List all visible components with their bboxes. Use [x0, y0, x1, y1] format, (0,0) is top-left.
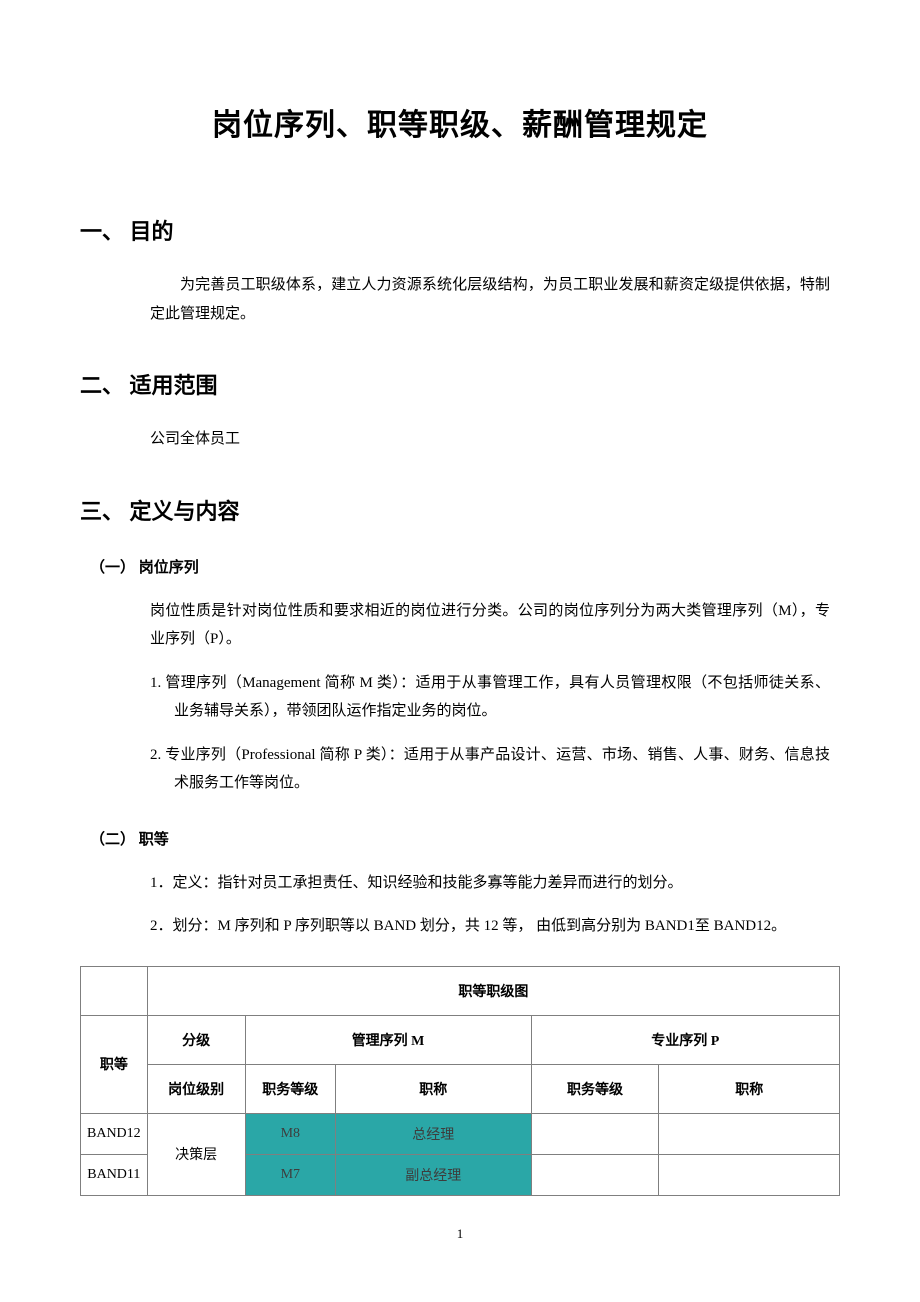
section-3-heading: 三、 定义与内容 [80, 494, 840, 526]
job-grade-header: 职务等级 [245, 1064, 335, 1113]
table-blank-header [81, 966, 148, 1015]
job-title-header: 职称 [336, 1064, 532, 1113]
p-job-title-header: 职称 [659, 1064, 840, 1113]
section-1-heading: 一、 目的 [80, 214, 840, 246]
table-row: BAND12 决策层 M8 总经理 [81, 1113, 840, 1154]
section-2-body: 公司全体员工 [150, 425, 830, 454]
subsection-3-2-heading: （二） 职等 [90, 828, 840, 849]
page-number: 1 [80, 1226, 840, 1242]
level-cell: 决策层 [147, 1113, 245, 1195]
section-1-body: 为完善员工职级体系，建立人力资源系统化层级结构，为员工职业发展和薪资定级提供依据… [150, 271, 830, 328]
p-title-cell [659, 1154, 840, 1195]
p-series-header: 专业序列 P [531, 1015, 839, 1064]
m-grade-cell: M8 [245, 1113, 335, 1154]
p-grade-cell [531, 1113, 659, 1154]
p-grade-cell [531, 1154, 659, 1195]
job-level-table: 职等职级图 职等 分级 管理序列 M 专业序列 P 岗位级别 职务等级 职称 职… [80, 966, 840, 1196]
m-series-header: 管理序列 M [245, 1015, 531, 1064]
table-title-header: 职等职级图 [147, 966, 839, 1015]
m-title-cell: 副总经理 [336, 1154, 532, 1195]
p-title-cell [659, 1113, 840, 1154]
p-job-grade-header: 职务等级 [531, 1064, 659, 1113]
item-3-2-2: 2．划分：M 序列和 P 序列职等以 BAND 划分，共 12 等， 由低到高分… [150, 912, 830, 941]
m-grade-cell: M7 [245, 1154, 335, 1195]
band-cell: BAND12 [81, 1113, 148, 1154]
m-title-cell: 总经理 [336, 1113, 532, 1154]
band-cell: BAND11 [81, 1154, 148, 1195]
section-2-heading: 二、 适用范围 [80, 368, 840, 400]
item-3-1-1: 1. 管理序列（Management 简称 M 类）：适用于从事管理工作，具有人… [150, 669, 830, 726]
subsection-3-1-heading: （一） 岗位序列 [90, 556, 840, 577]
table-header-row-1: 职等职级图 [81, 966, 840, 1015]
item-3-1-2: 2. 专业序列（Professional 简称 P 类）：适用于从事产品设计、运… [150, 741, 830, 798]
pos-level-header: 岗位级别 [147, 1064, 245, 1113]
subsection-3-1-body: 岗位性质是针对岗位性质和要求相近的岗位进行分类。公司的岗位序列分为两大类管理序列… [150, 597, 830, 654]
table-header-row-3: 岗位级别 职务等级 职称 职务等级 职称 [81, 1064, 840, 1113]
level-header: 分级 [147, 1015, 245, 1064]
document-title: 岗位序列、职等职级、薪酬管理规定 [80, 100, 840, 144]
band-header: 职等 [81, 1015, 148, 1113]
table-header-row-2: 职等 分级 管理序列 M 专业序列 P [81, 1015, 840, 1064]
item-3-2-1: 1．定义：指针对员工承担责任、知识经验和技能多寡等能力差异而进行的划分。 [150, 869, 830, 898]
